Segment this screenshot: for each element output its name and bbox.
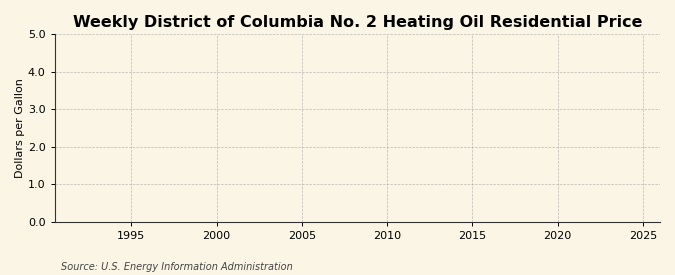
Y-axis label: Dollars per Gallon: Dollars per Gallon	[15, 78, 25, 178]
Text: Source: U.S. Energy Information Administration: Source: U.S. Energy Information Administ…	[61, 262, 292, 272]
Title: Weekly District of Columbia No. 2 Heating Oil Residential Price: Weekly District of Columbia No. 2 Heatin…	[72, 15, 642, 30]
